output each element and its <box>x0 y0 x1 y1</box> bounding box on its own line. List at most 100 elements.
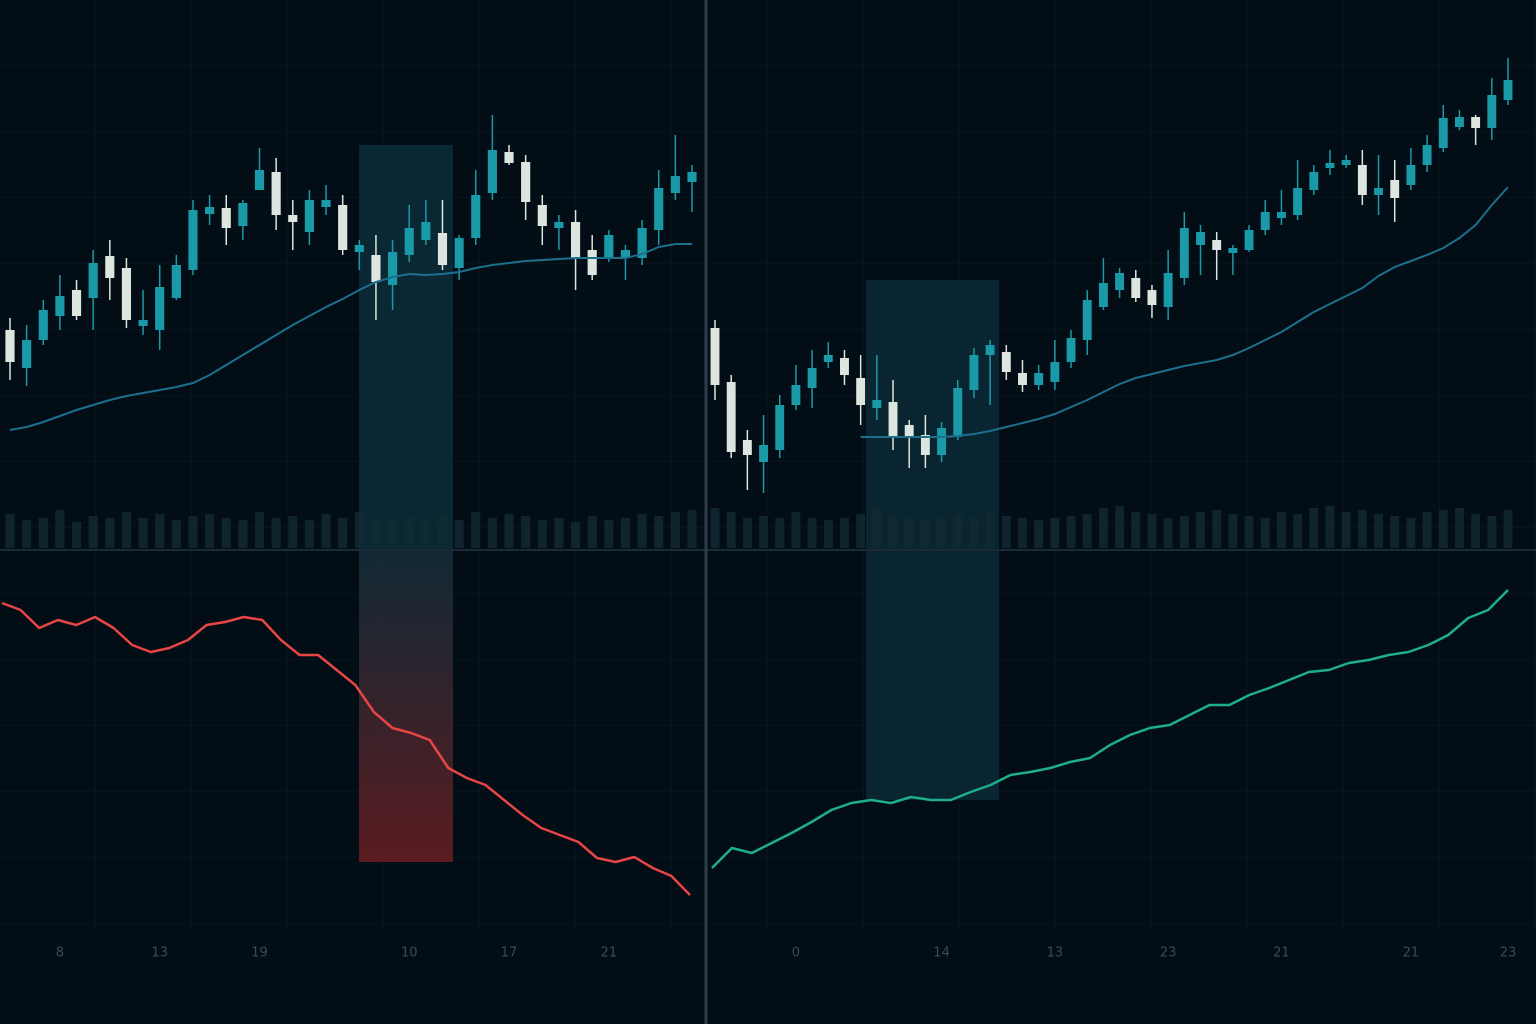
volume-bar <box>437 514 448 548</box>
volume-bar <box>1066 516 1076 548</box>
volume-bar <box>554 518 564 548</box>
volume-bar <box>856 514 866 548</box>
candle-body <box>670 176 680 193</box>
volume-bar <box>1503 510 1513 548</box>
x-tick-label: 17 <box>501 946 518 961</box>
volume-bar <box>371 518 381 548</box>
candle-body <box>1147 290 1157 305</box>
candle-body <box>953 388 963 437</box>
candle-body <box>1018 373 1027 385</box>
candle-body <box>1471 117 1481 128</box>
candle-body <box>454 238 464 268</box>
volume-bar <box>872 508 882 548</box>
x-tick-label: 21 <box>1403 946 1420 961</box>
x-tick-label: 21 <box>1273 946 1290 961</box>
volume-bar <box>304 520 314 548</box>
indicator-line <box>1 601 691 896</box>
candle-body <box>888 402 898 438</box>
volume-bar <box>823 520 833 548</box>
indicator-line <box>711 589 1509 869</box>
candle-body <box>404 228 414 255</box>
volume-bar <box>1050 518 1060 548</box>
candle-body <box>710 328 720 385</box>
volume-bar <box>22 520 32 548</box>
candle-body <box>121 268 132 320</box>
x-tick-label: 23 <box>1160 946 1177 961</box>
volume-bar <box>471 512 481 548</box>
candle-body <box>1196 232 1205 245</box>
candle-body <box>726 382 736 452</box>
candle-body <box>254 170 265 190</box>
candle-body <box>38 310 48 340</box>
candle-body <box>937 428 947 455</box>
candle-body <box>537 205 547 226</box>
candle-body <box>1179 228 1189 278</box>
volume-bar <box>775 518 785 548</box>
volume-bar <box>1098 508 1108 548</box>
highlight-band <box>359 145 453 550</box>
candle-body <box>1034 373 1044 385</box>
volume-bar <box>238 520 248 548</box>
volume-bar <box>1374 514 1383 548</box>
x-tick-label: 8 <box>56 946 64 961</box>
volume-bar <box>1018 518 1027 548</box>
volume-bar <box>1196 512 1205 548</box>
volume-bar <box>570 522 581 548</box>
candle-body <box>1390 180 1400 198</box>
volume-bar <box>985 512 995 548</box>
candle-body <box>288 215 298 222</box>
candle-body <box>471 195 481 238</box>
volume-bar <box>288 516 298 548</box>
candle-body <box>1374 188 1383 195</box>
moving-average <box>860 186 1509 438</box>
volume-bar <box>254 512 265 548</box>
volume-bar <box>1082 514 1092 548</box>
candle-body <box>437 233 448 265</box>
volume-bar <box>687 510 697 548</box>
volume-bar <box>1438 510 1448 548</box>
candle-body <box>88 263 98 298</box>
volume-bar <box>338 518 348 548</box>
candle-body <box>1357 165 1367 195</box>
candle-body <box>872 400 882 408</box>
volume-bar <box>321 514 331 548</box>
volume-bar <box>1422 512 1432 548</box>
volume-bar <box>1454 508 1464 548</box>
candle-body <box>807 368 817 388</box>
volume-bar <box>537 520 547 548</box>
candle-body <box>138 320 148 326</box>
candle-body <box>1066 338 1076 362</box>
candle-body <box>920 435 930 455</box>
candle-body <box>205 207 215 214</box>
candle-body <box>1276 212 1286 218</box>
volume-bar <box>1357 510 1367 548</box>
volume-bar <box>920 520 930 548</box>
volume-bar <box>1147 514 1157 548</box>
volume-bar <box>404 516 414 548</box>
grid-pattern <box>0 0 1536 930</box>
volume-bar <box>620 518 631 548</box>
volume-bar <box>759 516 769 548</box>
candle-body <box>587 250 597 275</box>
candle-body <box>1244 230 1254 250</box>
candle-body <box>1098 283 1108 307</box>
volume-bar <box>710 508 720 548</box>
volume-bar <box>188 516 198 548</box>
volume-bar <box>1115 506 1125 548</box>
volume-bar <box>654 516 664 548</box>
candle-body <box>775 405 785 450</box>
candle-body <box>969 355 979 390</box>
candle-body <box>1082 300 1092 340</box>
candle-body <box>1454 117 1464 127</box>
volume-bar <box>1179 516 1189 548</box>
volume-bar <box>587 516 597 548</box>
volume-bar <box>791 512 801 548</box>
candle-body <box>985 345 995 355</box>
volume-bar <box>969 518 979 548</box>
candle-body <box>1163 273 1173 307</box>
volume-bar <box>271 518 281 548</box>
candle-body <box>238 203 248 226</box>
candle-body <box>791 385 801 405</box>
highlight-band <box>866 280 999 800</box>
